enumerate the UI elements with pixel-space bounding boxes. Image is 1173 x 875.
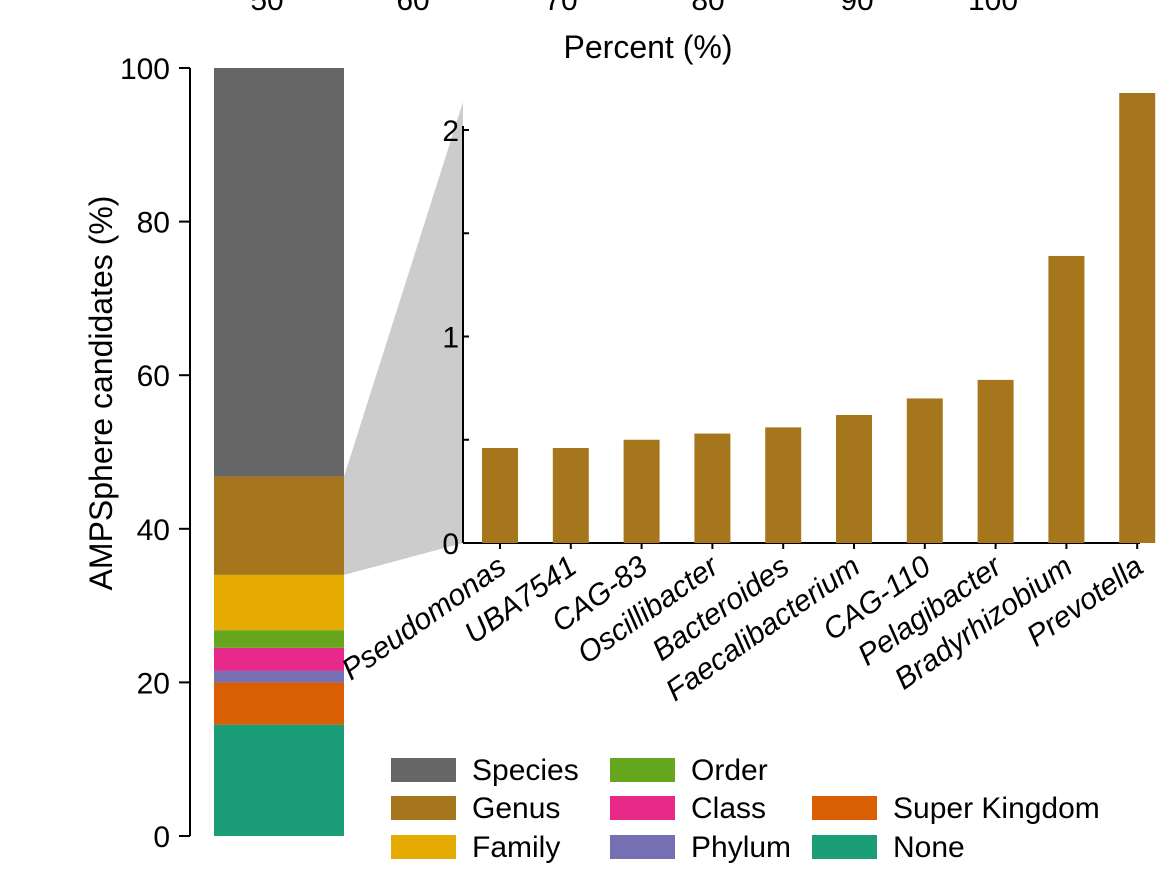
stacked-segment-super-kingdom: [214, 682, 344, 725]
top-axis-tick-label: 90: [840, 0, 873, 17]
bar-chart-y-tick-label: 1: [442, 322, 459, 355]
top-axis-tick-label: 60: [396, 0, 429, 17]
top-axis-tick-label: 50: [250, 0, 283, 17]
legend-swatch-order: [610, 758, 675, 782]
bar-chart-x-tick-labels: PseudomonasUBA7541CAG-83OscillibacterBac…: [336, 543, 1149, 708]
stacked-segment-order: [214, 630, 344, 648]
legend-swatch-class: [610, 796, 675, 820]
bar-pseudomonas: [482, 448, 518, 543]
legend-swatch-none: [812, 835, 877, 859]
bar-bacteroides: [765, 427, 802, 543]
bar-chart-axes: 0 1 2: [442, 115, 1140, 561]
legend-swatch-phylum: [610, 835, 675, 859]
legend-swatch-species: [391, 758, 456, 782]
stacked-bar: [214, 68, 344, 836]
stacked-segment-genus: [214, 476, 344, 575]
legend-label: Species: [472, 754, 579, 787]
bar-bradyrhizobium: [1048, 255, 1085, 543]
stacked-segment-family: [214, 574, 344, 631]
stacked-bar-y-tick-label: 80: [137, 207, 170, 240]
legend-label: Class: [691, 792, 766, 825]
bar-pelagibacter: [977, 379, 1014, 543]
top-axis-tick-label: 70: [544, 0, 577, 17]
legend-swatch-family: [391, 835, 456, 859]
legend-swatch-super-kingdom: [812, 796, 877, 820]
legend-label: Phylum: [691, 831, 791, 864]
top-axis-tick-label: 80: [691, 0, 724, 17]
stacked-segment-none: [214, 724, 344, 836]
bar-prevotella: [1119, 93, 1156, 543]
legend-label: Order: [691, 754, 768, 787]
stacked-bar-y-axis-label: AMPSphere candidates (%): [83, 196, 119, 591]
legend-label: Family: [472, 831, 560, 864]
stacked-bar-y-tick-label: 20: [137, 667, 170, 700]
stacked-bar-y-tick-label: 100: [120, 53, 170, 86]
legend-label: Genus: [472, 792, 560, 825]
bar-faecalibacterium: [836, 414, 872, 543]
stacked-segment-class: [214, 647, 344, 671]
bar-cag-110: [906, 398, 943, 543]
stacked-bar-y-axis: 0 20 40 60 80 100: [120, 53, 191, 854]
legend-swatch-genus: [391, 796, 456, 820]
bar-uba7541: [552, 448, 589, 543]
bar-chart-bars: [482, 93, 1156, 543]
stacked-segment-phylum: [214, 670, 344, 683]
stacked-bar-y-tick-label: 60: [137, 360, 170, 393]
stacked-segment-species: [214, 68, 344, 477]
top-axis-label: Percent (%): [564, 29, 733, 65]
zoom-connector: [344, 102, 463, 575]
legend-label: Super Kingdom: [893, 792, 1100, 825]
stacked-bar-y-tick-label: 0: [153, 821, 170, 854]
stacked-bar-y-tick-label: 40: [137, 514, 170, 547]
legend: Species Genus Family Order Class Phylum Super …: [391, 754, 1100, 864]
top-axis: 50 60 70 80 90 100: [250, 0, 1018, 17]
legend-label: None: [893, 831, 965, 864]
bar-oscillibacter: [694, 433, 731, 543]
top-axis-tick-label: 100: [968, 0, 1018, 17]
bar-chart-y-tick-label: 0: [442, 528, 459, 561]
bar-chart-y-tick-label: 2: [442, 115, 459, 148]
bar-cag-83: [623, 439, 660, 543]
